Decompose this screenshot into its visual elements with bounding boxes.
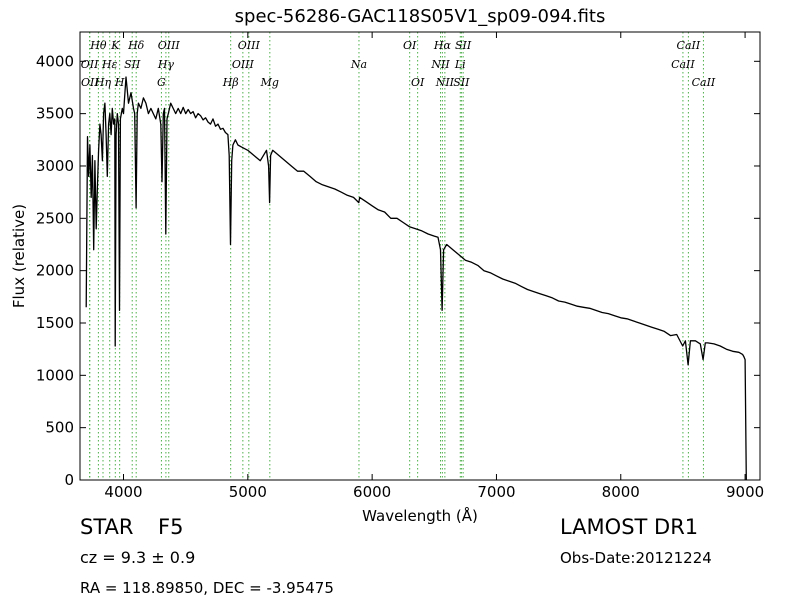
line-label: OIII xyxy=(158,39,181,52)
line-label: Li xyxy=(454,58,466,71)
x-tick-label: 8000 xyxy=(602,483,640,501)
line-label: SII xyxy=(124,58,141,71)
object-subclass: F5 xyxy=(158,515,184,539)
y-axis-label: Flux (relative) xyxy=(10,204,28,308)
chart-title: spec-56286-GAC118S05V1_sp09-094.fits xyxy=(235,6,606,27)
line-label: Hε xyxy=(101,58,118,71)
y-tick-label: 1500 xyxy=(36,314,74,332)
line-label: OI xyxy=(403,39,417,52)
line-label: Hα xyxy=(433,39,452,52)
y-tick-label: 2000 xyxy=(36,262,74,280)
line-label: Hγ xyxy=(157,58,175,71)
line-label: CaII xyxy=(677,39,701,52)
redshift-value: cz = 9.3 ± 0.9 xyxy=(80,548,196,567)
spectrum-line xyxy=(85,76,747,481)
line-label: Hδ xyxy=(127,39,145,52)
x-tick-label: 9000 xyxy=(726,483,764,501)
line-label: NII xyxy=(430,58,450,71)
x-tick-label: 5000 xyxy=(229,483,267,501)
coordinates: RA = 118.89850, DEC = -3.95475 xyxy=(80,579,334,597)
line-label: H xyxy=(114,76,125,89)
x-axis: 4000 5000 6000 7000 8000 9000 xyxy=(104,32,764,501)
y-tick-label: 500 xyxy=(45,419,74,437)
line-label: CaII xyxy=(692,76,716,89)
observation-date: Obs-Date:20121224 xyxy=(560,549,712,567)
line-label: Hβ xyxy=(222,76,239,89)
line-label: OIII xyxy=(238,39,261,52)
y-tick-label: 1000 xyxy=(36,366,74,384)
line-label: OIII xyxy=(232,58,255,71)
x-tick-label: 7000 xyxy=(477,483,515,501)
line-label: Mg xyxy=(260,76,279,89)
x-tick-label: 4000 xyxy=(104,483,142,501)
line-label: CaII xyxy=(671,58,695,71)
y-tick-label: 3500 xyxy=(36,105,74,123)
line-label: NII xyxy=(435,76,455,89)
line-label: OII xyxy=(81,76,99,89)
line-label: SII xyxy=(453,76,470,89)
emission-line-markers xyxy=(89,32,704,480)
survey-name: LAMOST DR1 xyxy=(560,515,699,539)
x-tick-label: 6000 xyxy=(353,483,391,501)
object-class: STAR xyxy=(80,515,134,539)
y-tick-label: 3000 xyxy=(36,157,74,175)
y-tick-label: 2500 xyxy=(36,209,74,227)
emission-line-labels: OII OII Hθ Hη Hε K H SII Hδ G Hγ OIII Hβ OIII OIII Mg Na… xyxy=(81,39,716,89)
line-label: G xyxy=(157,76,166,89)
line-label: Hθ xyxy=(89,39,107,52)
line-label: OI xyxy=(411,76,425,89)
line-label: K xyxy=(110,39,120,52)
plot-frame xyxy=(79,31,761,481)
line-label: SII xyxy=(455,39,472,52)
y-axis: 0 500 1000 1500 2000 2500 3000 3500 4000 xyxy=(36,52,760,489)
line-label: Hη xyxy=(94,76,112,89)
line-label: OII xyxy=(81,58,99,71)
y-tick-label: 4000 xyxy=(36,52,74,70)
line-label: Na xyxy=(350,58,367,71)
y-tick-label: 0 xyxy=(64,471,74,489)
x-axis-label: Wavelength (Å) xyxy=(362,506,478,525)
